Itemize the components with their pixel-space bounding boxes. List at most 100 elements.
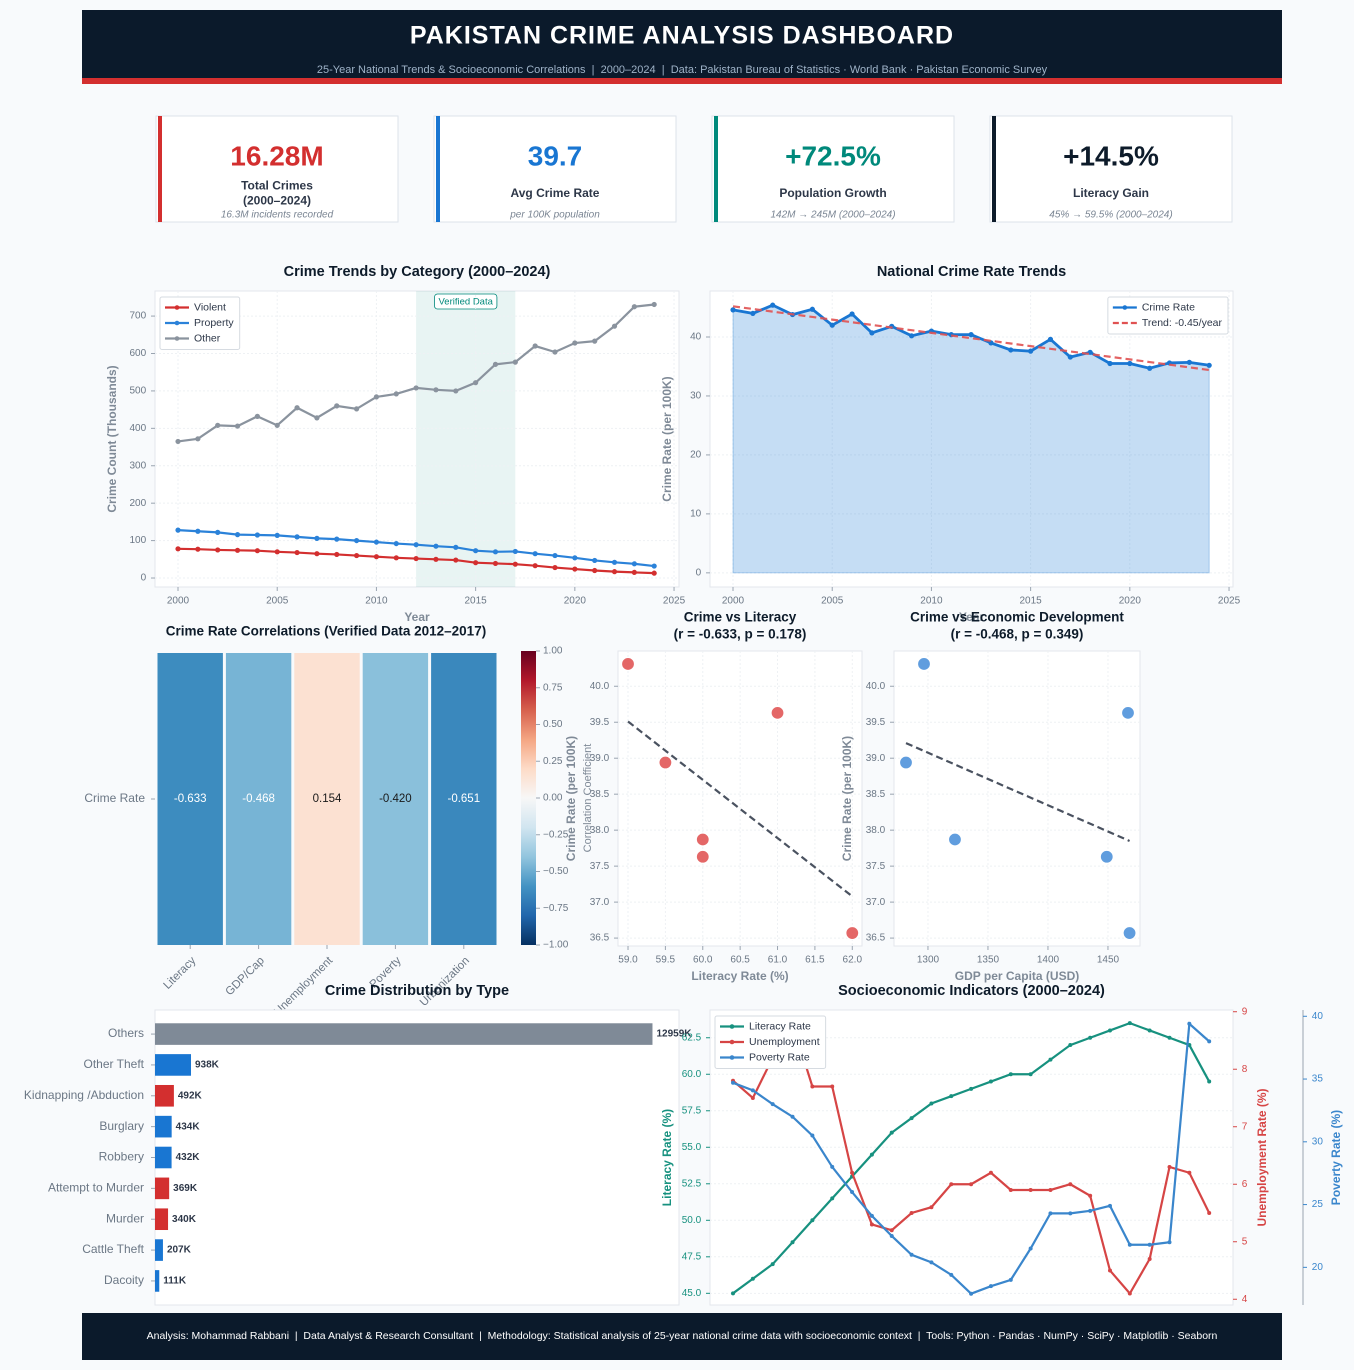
point [869, 1213, 874, 1218]
y-tick-label: 30 [690, 391, 702, 402]
colorbar-tick-label: 0.00 [543, 793, 563, 804]
kpi-label: Avg Crime Rate [511, 186, 600, 200]
y-tick-label: 37.5 [590, 861, 610, 872]
point [274, 422, 280, 428]
highlight-label: Verified Data [439, 297, 494, 308]
y-tick-label: 5 [1242, 1236, 1248, 1247]
x-tick-label: 2025 [663, 596, 686, 607]
point [1187, 1021, 1192, 1026]
chart-title: Crime Rate Correlations (Verified Data 2… [166, 624, 486, 639]
kpi-value: 39.7 [528, 140, 583, 171]
x-tick-label: 2020 [1119, 596, 1142, 607]
legend-box [714, 1015, 827, 1069]
y-tick-label: 40.0 [590, 681, 610, 692]
x-tick-label: 1350 [977, 955, 1000, 966]
plot-area [893, 650, 1141, 947]
kpi-label: Total Crimes [241, 179, 313, 193]
y-tick-label: 8 [1242, 1064, 1248, 1075]
x-tick-label: 2000 [722, 596, 745, 607]
point [730, 307, 736, 313]
colorbar-tick-label: −0.25 [543, 829, 569, 840]
point [215, 529, 221, 535]
plot-area [154, 1009, 680, 1306]
highlight-label-box [434, 293, 498, 310]
point [453, 557, 459, 563]
y-tick-label: 4 [1242, 1294, 1248, 1305]
point [1107, 1203, 1112, 1208]
highlight-band [416, 291, 516, 587]
y-tick-label: 0 [696, 567, 702, 578]
point [889, 1233, 894, 1238]
point [1147, 365, 1153, 371]
point [552, 349, 558, 355]
point [695, 832, 710, 847]
legend-marker [729, 1055, 735, 1060]
kpi-accent [158, 116, 162, 222]
point [1147, 1028, 1152, 1033]
point [631, 304, 637, 310]
point [988, 1079, 993, 1084]
point [849, 311, 855, 317]
point [651, 570, 657, 576]
point [949, 1094, 954, 1099]
kpi-card [155, 115, 399, 223]
kpi-accent [436, 116, 440, 222]
point [869, 330, 875, 336]
point [731, 1080, 736, 1085]
point [1127, 1021, 1132, 1026]
point [1127, 1291, 1132, 1296]
chart-title: Socioeconomic Indicators (2000–2024) [838, 983, 1105, 999]
point [473, 548, 479, 554]
point [810, 1218, 815, 1223]
y-tick-label: 39.5 [866, 717, 886, 728]
point [492, 560, 499, 567]
point [651, 301, 657, 308]
point [869, 1152, 874, 1157]
point [1008, 347, 1014, 353]
point [1107, 1268, 1112, 1273]
y-tick-label: 35 [1312, 1074, 1324, 1085]
point [830, 1164, 835, 1169]
x-tick-label: 2010 [365, 596, 388, 607]
point [1207, 1039, 1212, 1044]
y-tick-label: 7 [1242, 1121, 1248, 1132]
point [889, 1130, 894, 1135]
y-tick-label: 700 [130, 311, 147, 322]
axis-label: Literacy Rate (%) [691, 969, 788, 983]
point [651, 563, 657, 569]
point [969, 1182, 974, 1187]
axis-label: Unemployment Rate (%) [1255, 1088, 1269, 1226]
axis-label: Year [404, 610, 430, 624]
point [1068, 1043, 1073, 1048]
point [473, 560, 479, 566]
point [770, 1262, 775, 1267]
plot-area [709, 290, 1234, 588]
heat-cell [157, 653, 223, 945]
category-label: Burglary [99, 1119, 144, 1133]
point [1088, 1208, 1093, 1213]
y-tick-label: 39.0 [866, 753, 886, 764]
point [373, 394, 380, 400]
point [829, 322, 835, 328]
header-accent [82, 78, 1282, 84]
point [830, 1084, 835, 1089]
cell-label: -0.633 [174, 793, 207, 805]
point [552, 552, 558, 559]
point [1088, 1035, 1093, 1040]
point [274, 532, 280, 538]
point [1122, 925, 1137, 941]
point [1047, 336, 1054, 342]
y-tick-label: 20 [690, 450, 702, 461]
heat-cell [431, 653, 497, 945]
point [916, 656, 932, 672]
point [195, 546, 201, 552]
legend-marker [174, 336, 180, 341]
axis-label: Year [959, 610, 985, 624]
point [620, 656, 636, 672]
y-tick-label: 38.5 [866, 789, 886, 800]
point [949, 1182, 954, 1187]
point [1068, 1182, 1073, 1187]
chart-title: National Crime Rate Trends [877, 264, 1066, 280]
y-tick-label: 9 [1242, 1006, 1248, 1017]
row-label: Crime Rate [84, 791, 145, 805]
